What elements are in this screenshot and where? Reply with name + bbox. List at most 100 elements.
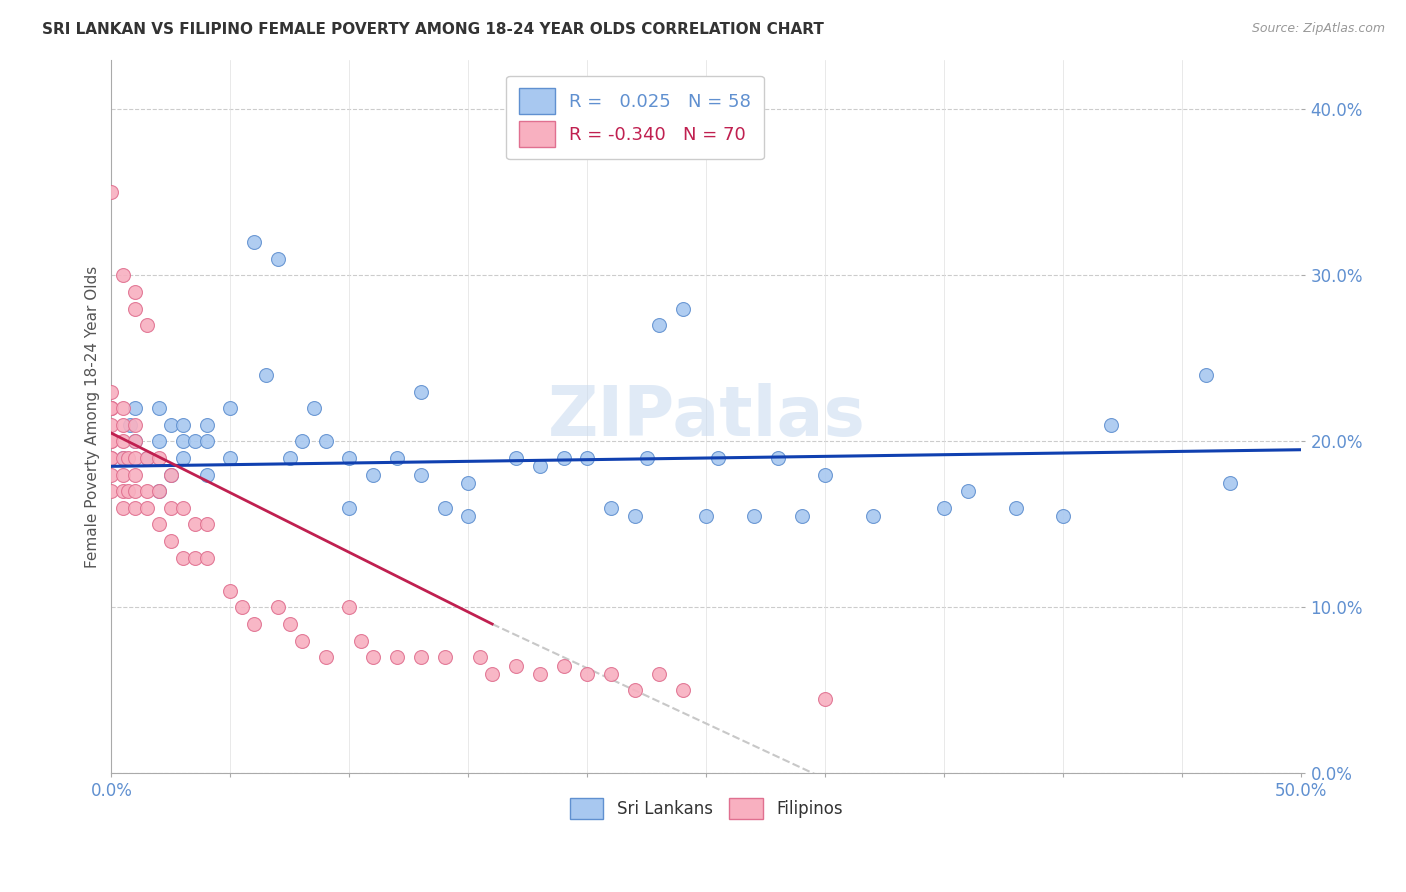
Point: [112, 401, 135, 416]
Point: [302, 401, 325, 416]
Point: [100, 434, 122, 449]
Text: Source: ZipAtlas.com: Source: ZipAtlas.com: [1251, 22, 1385, 36]
Point: [636, 450, 658, 465]
Text: ZIPatlas: ZIPatlas: [547, 383, 865, 450]
Point: [195, 434, 218, 449]
Point: [124, 434, 146, 449]
Point: [112, 484, 135, 499]
Point: [120, 417, 142, 432]
Point: [361, 650, 384, 665]
Point: [339, 450, 361, 465]
Point: [505, 450, 527, 465]
Point: [100, 186, 122, 200]
Point: [117, 450, 139, 465]
Point: [148, 450, 170, 465]
Point: [278, 617, 301, 632]
Point: [385, 450, 408, 465]
Point: [195, 467, 218, 482]
Point: [112, 500, 135, 515]
Point: [172, 434, 194, 449]
Point: [350, 633, 373, 648]
Point: [385, 650, 408, 665]
Point: [195, 417, 218, 432]
Point: [470, 650, 492, 665]
Point: [124, 450, 146, 465]
Point: [160, 417, 183, 432]
Point: [671, 683, 693, 698]
Point: [529, 666, 551, 681]
Point: [457, 475, 479, 490]
Point: [172, 450, 194, 465]
Point: [112, 467, 135, 482]
Point: [136, 484, 159, 499]
Point: [160, 500, 183, 515]
Point: [529, 459, 551, 474]
Legend: Sri Lankans, Filipinos: Sri Lankans, Filipinos: [564, 791, 849, 826]
Point: [267, 600, 290, 615]
Point: [172, 500, 194, 515]
Point: [124, 484, 146, 499]
Point: [100, 384, 122, 399]
Point: [148, 401, 170, 416]
Point: [254, 368, 277, 382]
Point: [100, 450, 122, 465]
Point: [648, 666, 671, 681]
Point: [433, 650, 456, 665]
Point: [409, 650, 432, 665]
Point: [278, 450, 301, 465]
Point: [1195, 368, 1218, 382]
Point: [361, 467, 384, 482]
Point: [409, 384, 432, 399]
Point: [695, 509, 717, 524]
Point: [671, 301, 693, 316]
Point: [183, 517, 205, 532]
Point: [172, 417, 194, 432]
Point: [219, 401, 242, 416]
Point: [124, 467, 146, 482]
Point: [124, 417, 146, 432]
Point: [124, 434, 146, 449]
Point: [957, 484, 980, 499]
Point: [100, 417, 122, 432]
Point: [315, 650, 337, 665]
Point: [505, 658, 527, 673]
Point: [1099, 417, 1122, 432]
Point: [160, 534, 183, 549]
Point: [124, 285, 146, 299]
Point: [100, 450, 122, 465]
Point: [291, 434, 314, 449]
Point: [112, 417, 135, 432]
Point: [124, 401, 146, 416]
Point: [100, 401, 122, 416]
Point: [814, 467, 837, 482]
Point: [553, 658, 575, 673]
Point: [576, 450, 599, 465]
Point: [315, 434, 337, 449]
Point: [100, 467, 122, 482]
Point: [117, 484, 139, 499]
Point: [291, 633, 314, 648]
Point: [160, 467, 183, 482]
Point: [624, 509, 647, 524]
Point: [100, 401, 122, 416]
Point: [1219, 475, 1241, 490]
Point: [195, 550, 218, 565]
Point: [148, 517, 170, 532]
Point: [409, 467, 432, 482]
Point: [862, 509, 884, 524]
Point: [219, 450, 242, 465]
Point: [648, 318, 671, 333]
Point: [100, 401, 122, 416]
Point: [148, 484, 170, 499]
Point: [112, 450, 135, 465]
Point: [100, 434, 122, 449]
Point: [112, 450, 135, 465]
Point: [243, 617, 266, 632]
Text: SRI LANKAN VS FILIPINO FEMALE POVERTY AMONG 18-24 YEAR OLDS CORRELATION CHART: SRI LANKAN VS FILIPINO FEMALE POVERTY AM…: [42, 22, 824, 37]
Point: [766, 450, 789, 465]
Point: [219, 583, 242, 598]
Point: [742, 509, 765, 524]
Point: [600, 500, 623, 515]
Point: [112, 434, 135, 449]
Point: [457, 509, 479, 524]
